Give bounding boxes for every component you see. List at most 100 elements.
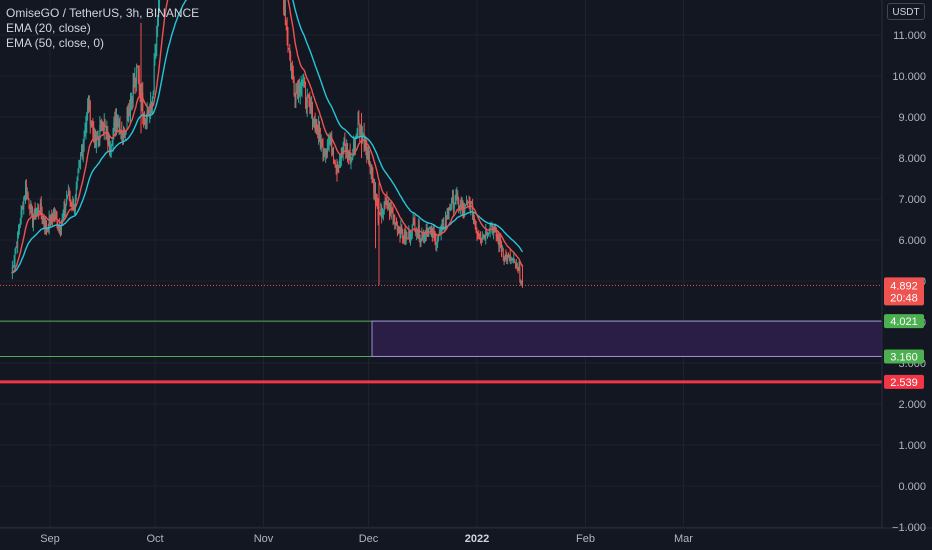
- candle-body: [382, 210, 384, 215]
- candle-body: [324, 153, 326, 155]
- candle-body: [48, 217, 50, 231]
- candle-body: [488, 231, 490, 233]
- candle-body: [420, 239, 422, 241]
- candle-body: [474, 221, 476, 227]
- candle-body: [17, 232, 19, 248]
- candle-body: [332, 153, 334, 155]
- candle-body: [354, 142, 355, 151]
- candle-body: [498, 238, 500, 247]
- candle-body: [284, 9, 286, 26]
- candle-body: [142, 92, 144, 114]
- candle-body: [313, 118, 315, 123]
- candle-body: [375, 187, 376, 198]
- candle-body: [92, 123, 94, 132]
- candle-body: [500, 239, 502, 246]
- candle-body: [350, 160, 352, 165]
- candle-body: [467, 202, 469, 204]
- candle-body: [97, 137, 99, 139]
- candle-body: [40, 203, 42, 214]
- candle-body: [25, 184, 26, 197]
- candle-body: [424, 234, 425, 238]
- price-tick-label: 9.000: [898, 112, 926, 124]
- candle-body: [106, 130, 108, 132]
- candle-body: [335, 165, 337, 167]
- candle-body: [299, 91, 301, 93]
- rectangle-zone[interactable]: [371, 320, 883, 357]
- candle-body: [305, 83, 306, 101]
- candle-body: [38, 207, 40, 212]
- price-tick-label: 10.000: [892, 71, 926, 83]
- candle-body: [308, 95, 310, 103]
- candle-body: [468, 202, 470, 204]
- legend-ema50[interactable]: EMA (50, close, 0): [6, 36, 105, 50]
- candle-body: [293, 80, 295, 95]
- candle-body: [61, 217, 63, 225]
- legend-ema20[interactable]: EMA (20, close): [6, 21, 91, 35]
- candle-body: [11, 267, 13, 273]
- candle-body: [137, 67, 139, 75]
- candle-body: [126, 114, 128, 131]
- candle-body: [354, 139, 356, 151]
- candle-body: [352, 153, 354, 159]
- candle-body: [333, 153, 334, 161]
- candle-body: [153, 63, 155, 92]
- candle-body: [405, 236, 407, 242]
- time-tick-label: Oct: [146, 533, 163, 545]
- candle-body: [407, 238, 409, 240]
- candle-body: [327, 143, 329, 149]
- candle-body: [99, 125, 101, 141]
- currency-button[interactable]: USDT: [887, 3, 925, 20]
- candle-body: [457, 193, 459, 199]
- time-axis[interactable]: Sep Oct Nov Dec 2022 Feb Mar: [40, 533, 693, 545]
- candle-body: [139, 87, 141, 92]
- candle-body: [432, 232, 434, 238]
- candle-body: [41, 213, 43, 219]
- candle-body: [320, 140, 322, 147]
- candle-body: [24, 196, 26, 198]
- time-tick-label: 2022: [465, 533, 489, 545]
- candle-body: [453, 203, 455, 210]
- candle-body: [377, 204, 379, 220]
- candle-body: [42, 216, 44, 219]
- legend-symbol[interactable]: OmiseGO / TetherUS, 3h, BINANCE: [6, 6, 200, 20]
- candle-body: [393, 215, 395, 218]
- candle-body: [406, 236, 408, 239]
- candle-body: [295, 91, 297, 103]
- candle-body: [403, 238, 404, 240]
- candle-body: [81, 148, 82, 155]
- candle-body: [497, 237, 499, 239]
- candle-body: [154, 56, 156, 64]
- candle-body: [118, 123, 120, 126]
- candle-body: [461, 205, 463, 208]
- candle-body: [370, 170, 372, 174]
- candle-body: [347, 154, 349, 161]
- candle-body: [296, 90, 298, 92]
- candle-body: [520, 281, 522, 284]
- candle-body: [396, 222, 397, 226]
- candle-body: [137, 66, 138, 68]
- level-tag-value: 3.160: [890, 351, 918, 363]
- candle-body: [429, 228, 431, 230]
- price-tick-label: 8.000: [898, 153, 926, 165]
- candle-body: [309, 102, 311, 107]
- candle-body: [146, 112, 148, 124]
- candle-body: [143, 113, 145, 120]
- candle-body: [511, 258, 513, 260]
- candle-body: [312, 122, 314, 126]
- candle-body: [300, 85, 302, 92]
- candle-body: [494, 227, 495, 229]
- candle-body: [505, 254, 507, 256]
- candle-body: [412, 220, 414, 225]
- candle-body: [316, 122, 318, 131]
- candle-body: [418, 224, 420, 239]
- candle-body: [104, 123, 106, 127]
- candle-body: [60, 224, 62, 234]
- zone-box[interactable]: [371, 320, 883, 357]
- candle-body: [496, 237, 498, 239]
- candle-body: [303, 78, 305, 81]
- candle-body: [398, 227, 400, 234]
- candle-body: [108, 136, 110, 145]
- candle-body: [110, 145, 112, 151]
- candle-body: [417, 232, 418, 234]
